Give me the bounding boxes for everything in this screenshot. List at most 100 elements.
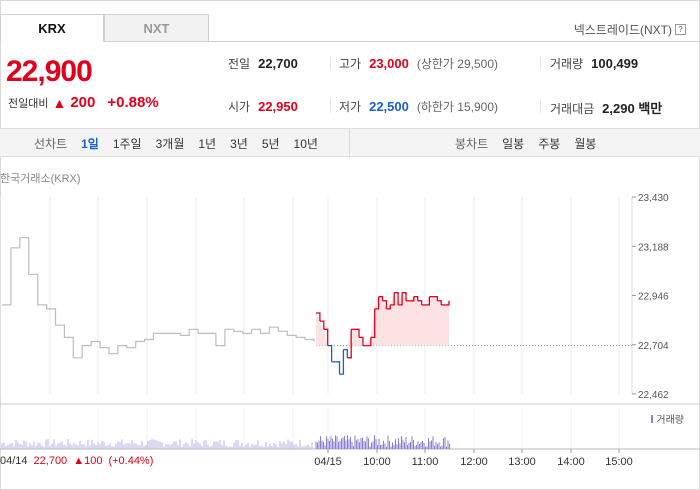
today-series-segment [316,312,321,322]
period-separator [349,129,350,158]
period-bar: 선차트 1일 1주일 3개월 1년 3년 5년 10년 봉차트 일봉 주봉 월봉 [0,128,700,158]
period-weekly[interactable]: 주봉 [538,137,561,151]
change-label: 전일대비 [8,97,49,110]
stat-low: 저가 22,500 (하한가 15,900) [339,98,498,115]
prev-day-series [2,237,315,359]
period-daily[interactable]: 일봉 [502,137,525,151]
today-series-segment [402,292,407,301]
tab-krx[interactable]: KRX [0,14,104,42]
stat-volume: 거래량 100,499 [550,55,638,72]
today-series-segment [355,328,360,338]
market-tabs: KRX NXT [0,14,209,42]
tab-nxt[interactable]: NXT [104,14,209,42]
y-tick-label: 22,704 [638,341,669,352]
stat-label: 시가 [228,100,251,114]
period-3m[interactable]: 3개월 [155,137,185,151]
y-tick-label: 23,430 [638,193,669,204]
stat-value: 22,950 [258,99,298,114]
stat-label: 고가 [339,57,362,71]
period-1d[interactable]: 1일 [81,137,99,151]
divider [540,56,541,70]
today-series-segment [323,328,329,346]
summary-change: ▲100 [73,455,103,467]
stat-label: 거래대금 [550,102,595,116]
stat-value: 22,500 [369,99,409,114]
candle-chart-periods: 봉차트 일봉 주봉 월봉 [455,129,610,158]
prev-day-summary: 04/14 22,700 ▲100 (+0.44%) [0,455,153,467]
stat-high: 고가 23,000 (상한가 29,500) [339,55,498,72]
stat-value: 100,499 [591,56,639,71]
divider [540,99,541,113]
tabs-divider [209,41,700,42]
today-series-segment [370,308,376,339]
volume-legend-swatch [651,415,654,423]
today-series-segment [413,296,419,301]
volume-legend-label: 거래량 [656,415,684,426]
today-series-segment [359,336,364,346]
line-chart-periods: 선차트 1일 1주일 3개월 1년 3년 5년 10년 [34,129,332,158]
today-series-segment [390,292,395,306]
stat-prev-close: 전일 22,700 [228,55,298,72]
stat-label: 거래량 [550,57,584,71]
divider [330,56,331,70]
y-tick-label: 22,462 [638,390,669,401]
y-tick-label: 23,188 [638,242,669,253]
candle-chart-title: 봉차트 [455,137,489,151]
period-5y[interactable]: 5년 [261,137,280,151]
today-series-segment [343,348,348,358]
help-icon[interactable]: ? [675,24,686,35]
nxt-info-link[interactable]: 넥스트레이드(NXT) ? [574,21,686,38]
today-series-segment [445,300,450,306]
period-monthly[interactable]: 월봉 [574,137,597,151]
today-series-segment [366,337,372,347]
stat-label: 전일 [228,57,251,71]
current-price: 22,900 [6,55,93,88]
up-triangle-icon: ▲ [52,94,67,111]
divider [330,99,331,113]
period-1w[interactable]: 1주일 [112,137,142,151]
today-series-segment [382,300,388,309]
stat-amount: 거래대금 2,290 백만 [550,98,662,117]
up-area-fill [316,292,449,346]
summary-pct: (+0.44%) [108,455,154,467]
period-3y[interactable]: 3년 [230,137,248,151]
stat-limit: (상한가 29,500) [416,57,499,71]
today-series-segment [425,296,431,306]
today-series-segment [327,344,333,362]
period-1y[interactable]: 1년 [198,137,217,151]
x-tick-label: 12:00 [460,456,488,468]
today-series-segment [319,320,325,330]
volume-legend: 거래량 [651,411,684,426]
x-tick-label: 11:00 [412,456,439,468]
x-tick-label: 13:00 [508,456,536,468]
change-value: 200 [70,94,96,111]
line-chart-title: 선차트 [34,137,68,151]
price-change: 전일대비 ▲ 200 +0.88% [8,94,159,111]
today-series-segment [347,329,352,359]
period-10y[interactable]: 10년 [293,137,318,151]
today-series-segment [374,296,380,310]
today-series-segment [394,292,399,305]
x-tick-label: 15:00 [605,456,633,468]
stat-label: 저가 [339,100,362,114]
x-tick-label: 14:00 [557,456,585,468]
exchange-label: 한국거래소(KRX) [0,173,81,185]
today-series-segment [417,300,423,305]
x-tick-label: 10:00 [363,456,391,468]
today-series-segment [386,304,391,310]
today-series-segment [398,292,403,306]
today-series-segment [339,349,345,375]
today-series-segment [335,361,341,375]
stat-limit: (하한가 15,900) [416,100,499,114]
nxt-link-label: 넥스트레이드(NXT) [573,23,672,37]
today-series-segment [437,300,442,305]
today-series-segment [378,296,384,301]
today-series-segment [433,296,438,301]
stat-value: 23,000 [369,56,409,71]
change-percent: +0.88% [107,94,159,111]
y-tick-label: 22,946 [638,292,669,303]
stat-open: 시가 22,950 [228,98,298,115]
x-tick-label: 04/15 [314,456,342,468]
stat-value: 2,290 백만 [602,101,663,116]
